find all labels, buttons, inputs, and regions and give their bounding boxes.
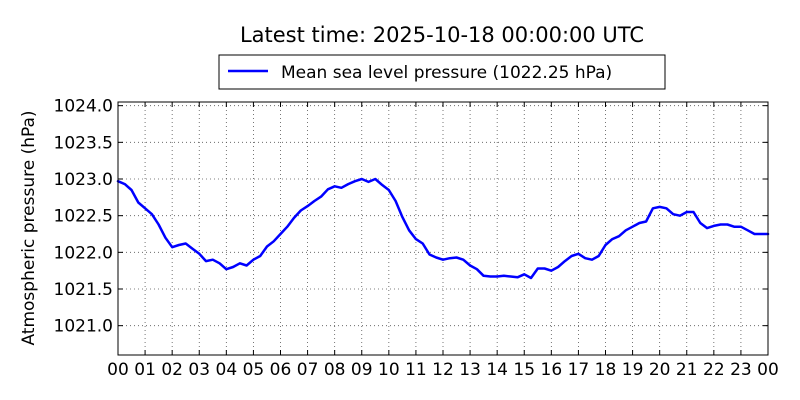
x-tick-label: 05 <box>243 360 265 380</box>
y-tick-label: 1022.0 <box>54 243 113 263</box>
x-tick-label: 11 <box>405 360 427 380</box>
x-tick-label: 08 <box>324 360 346 380</box>
x-tick-label: 21 <box>676 360 698 380</box>
x-tick-label: 15 <box>513 360 535 380</box>
x-tick-label: 03 <box>188 360 210 380</box>
y-tick-label: 1021.5 <box>54 280 113 300</box>
x-tick-label: 20 <box>649 360 671 380</box>
legend: Mean sea level pressure (1022.25 hPa) <box>218 54 666 90</box>
x-tick-label: 04 <box>216 360 238 380</box>
series-layer <box>116 177 770 280</box>
x-tick-label: 09 <box>351 360 373 380</box>
y-tick-label: 1023.0 <box>54 170 113 190</box>
legend-box <box>218 54 666 90</box>
x-tick-label: 00 <box>757 360 779 380</box>
y-axis-label: Atmospheric pressure (hPa) <box>19 110 39 345</box>
x-tick-label: 19 <box>622 360 644 380</box>
x-axis: 00 01 02 03 04 05 06 07 08 09 10 11 12 13 14 15 16 17 18 19… <box>107 102 779 380</box>
x-tick-label: 10 <box>378 360 400 380</box>
y-tick-label: 1023.5 <box>54 133 113 153</box>
x-tick-label: 23 <box>730 360 752 380</box>
x-tick-label: 22 <box>703 360 725 380</box>
x-tick-label: 17 <box>568 360 590 380</box>
x-tick-label: 12 <box>432 360 454 380</box>
y-tick-label: 1021.0 <box>54 317 113 337</box>
x-tick-label: 13 <box>459 360 481 380</box>
y-axis: 1021.0 1021.5 1022.0 1022.5 1023.0 1023.5 1024… <box>54 97 768 337</box>
grid <box>118 102 768 355</box>
x-tick-label: 06 <box>270 360 292 380</box>
x-tick-label: 16 <box>541 360 563 380</box>
series-line-mean-sea-level-pressure <box>116 177 770 280</box>
y-tick-label: 1022.5 <box>54 207 113 227</box>
legend-label: Mean sea level pressure (1022.25 hPa) <box>281 63 612 83</box>
x-tick-label: 02 <box>161 360 183 380</box>
x-tick-label: 01 <box>134 360 156 380</box>
x-tick-label: 00 <box>107 360 129 380</box>
x-tick-label: 18 <box>595 360 617 380</box>
chart-title: Latest time: 2025-10-18 00:00:00 UTC <box>240 23 644 47</box>
x-tick-label: 14 <box>486 360 508 380</box>
x-tick-label: 07 <box>297 360 319 380</box>
plot-frame <box>117 101 769 356</box>
y-tick-label: 1024.0 <box>54 97 113 117</box>
